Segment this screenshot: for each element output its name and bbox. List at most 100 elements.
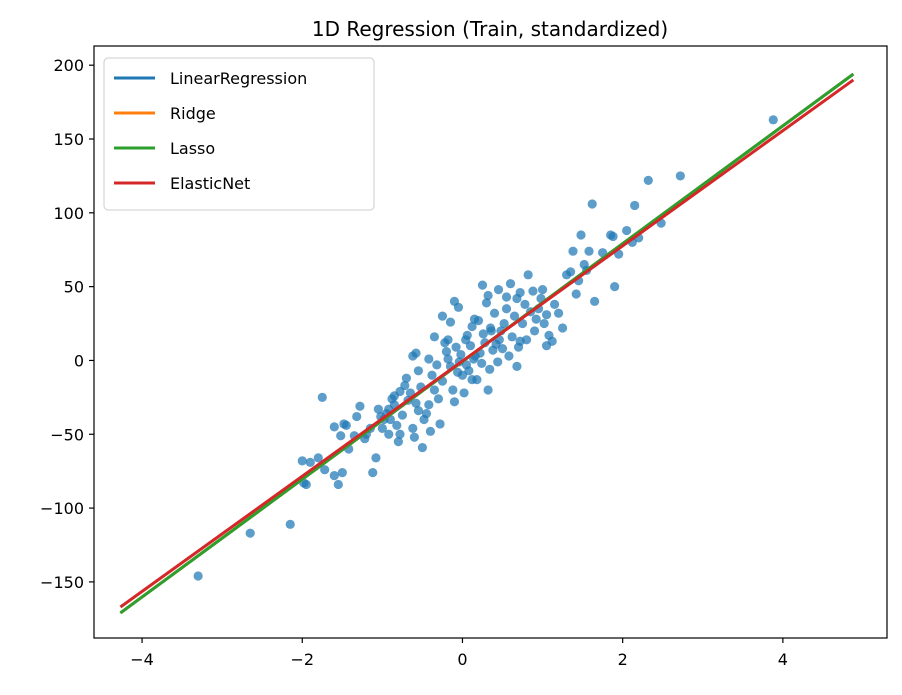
scatter-point bbox=[469, 314, 480, 324]
scatter-point bbox=[443, 335, 453, 345]
scatter-point bbox=[515, 287, 525, 298]
legend-label: Ridge bbox=[170, 104, 216, 123]
regression-lines bbox=[119, 72, 855, 615]
scatter-point bbox=[608, 231, 618, 242]
scatter-point bbox=[377, 423, 387, 433]
scatter-point bbox=[437, 311, 448, 321]
scatter-point bbox=[483, 385, 493, 395]
x-tick-label: 4 bbox=[778, 650, 788, 669]
scatter-point bbox=[459, 388, 469, 398]
scatter-point bbox=[499, 318, 509, 329]
scatter-point bbox=[441, 347, 452, 357]
scatter-point bbox=[505, 279, 516, 289]
scatter-point bbox=[566, 267, 576, 277]
x-axis: −4 −2 0 2 4 bbox=[130, 638, 788, 669]
scatter-point bbox=[413, 406, 424, 416]
scatter-point bbox=[512, 361, 522, 371]
scatter-point bbox=[630, 200, 640, 211]
x-tick-label: −4 bbox=[130, 650, 154, 669]
scatter-point bbox=[317, 392, 327, 402]
scatter-point bbox=[523, 270, 533, 280]
scatter-point bbox=[285, 519, 295, 529]
scatter-point bbox=[435, 419, 445, 429]
scatter-point bbox=[478, 329, 488, 339]
scatter-point bbox=[497, 344, 508, 354]
scatter-point bbox=[529, 326, 540, 336]
scatter-point bbox=[305, 457, 315, 467]
scatter-point bbox=[373, 404, 383, 414]
scatter-point bbox=[392, 420, 402, 431]
scatter-point bbox=[493, 284, 504, 295]
scatter-point bbox=[449, 397, 460, 407]
scatter-point bbox=[584, 246, 594, 256]
scatter-point bbox=[531, 314, 541, 324]
scatter-point bbox=[448, 385, 458, 395]
y-tick-label: 50 bbox=[64, 278, 84, 297]
scatter-point bbox=[355, 401, 365, 411]
legend-label: Lasso bbox=[170, 139, 215, 158]
scatter-point bbox=[481, 298, 492, 308]
scatter-point bbox=[507, 332, 517, 342]
scatter-point bbox=[341, 420, 351, 431]
scatter-point bbox=[590, 296, 600, 306]
scatter-point bbox=[456, 349, 466, 360]
scatter-points bbox=[193, 115, 778, 581]
scatter-point bbox=[489, 308, 500, 318]
scatter-point bbox=[429, 385, 440, 395]
scatter-point bbox=[509, 311, 520, 321]
x-tick-label: 0 bbox=[457, 650, 467, 669]
legend-label: LinearRegression bbox=[170, 69, 307, 88]
scatter-point bbox=[485, 323, 496, 333]
scatter-point bbox=[425, 426, 436, 436]
scatter-point bbox=[421, 409, 432, 419]
scatter-point bbox=[477, 280, 488, 290]
scatter-point bbox=[537, 284, 548, 295]
scatter-point bbox=[520, 299, 530, 309]
scatter-point bbox=[622, 225, 632, 236]
scatter-point bbox=[409, 432, 419, 442]
y-axis: −150 −100 −50 0 50 100 150 200 bbox=[40, 56, 94, 592]
scatter-point bbox=[433, 394, 444, 404]
scatter-point bbox=[501, 304, 512, 314]
scatter-point bbox=[443, 354, 453, 364]
scatter-point bbox=[397, 410, 407, 420]
scatter-point bbox=[401, 373, 411, 383]
y-tick-label: −50 bbox=[50, 425, 84, 444]
scatter-point bbox=[483, 290, 493, 301]
scatter-point bbox=[384, 429, 394, 439]
scatter-point bbox=[587, 199, 597, 209]
scatter-point bbox=[352, 411, 362, 422]
scatter-point bbox=[451, 342, 461, 352]
scatter-point bbox=[568, 246, 578, 256]
scatter-point bbox=[445, 317, 456, 327]
y-tick-label: 0 bbox=[74, 351, 84, 370]
scatter-point bbox=[528, 286, 538, 296]
scatter-point bbox=[313, 453, 323, 463]
legend: LinearRegression Ridge Lasso ElasticNet bbox=[103, 57, 375, 211]
scatter-point bbox=[453, 302, 464, 312]
scatter-point bbox=[467, 321, 477, 332]
scatter-point bbox=[493, 357, 503, 367]
scatter-point bbox=[541, 341, 552, 351]
scatter-point bbox=[539, 318, 549, 329]
scatter-point bbox=[515, 336, 525, 346]
scatter-point bbox=[393, 437, 403, 447]
scatter-point bbox=[417, 442, 428, 453]
legend-box bbox=[103, 57, 375, 211]
scatter-point bbox=[571, 289, 581, 299]
scatter-point bbox=[467, 375, 477, 385]
scatter-point bbox=[389, 391, 399, 401]
scatter-point bbox=[485, 364, 495, 374]
scatter-point bbox=[427, 370, 437, 380]
scatter-point bbox=[462, 330, 472, 340]
scatter-point bbox=[297, 456, 307, 466]
scatter-point bbox=[193, 571, 203, 581]
scatter-point bbox=[408, 351, 418, 361]
x-tick-label: 2 bbox=[618, 650, 628, 669]
scatter-point bbox=[768, 115, 778, 125]
y-tick-label: −100 bbox=[40, 499, 84, 518]
scatter-point bbox=[301, 479, 311, 490]
scatter-point bbox=[245, 528, 255, 538]
scatter-point bbox=[408, 423, 418, 433]
